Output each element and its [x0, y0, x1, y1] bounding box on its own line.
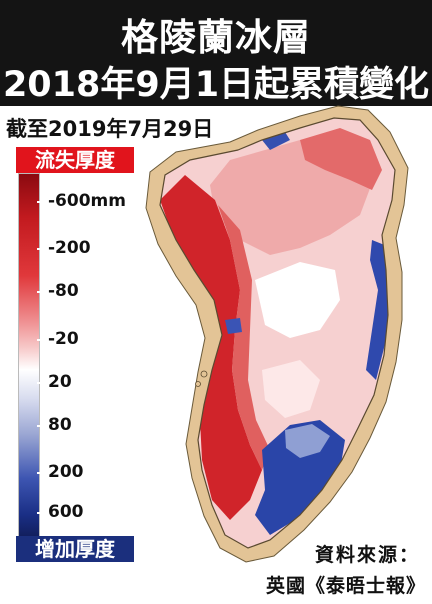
legend-tick-mark: [37, 425, 47, 428]
east-coast-gain: [366, 240, 392, 380]
legend-tick-label: -600mm: [48, 190, 126, 211]
legend-loss-label: 流失厚度: [16, 147, 134, 173]
legend-tick-mark: [37, 200, 47, 203]
legend-tick-label: 20: [48, 371, 72, 392]
island: [200, 370, 208, 378]
legend-tick-mark: [37, 248, 47, 251]
coast-outline: [159, 117, 396, 549]
island: [195, 381, 201, 387]
near-zero-zone: [255, 262, 340, 338]
legend-tick-mark: [37, 338, 47, 341]
west-coast-gain-spot: [225, 318, 242, 334]
legend-tick-mark: [37, 512, 47, 515]
legend-tick-mark: [37, 291, 47, 294]
north-coast-gain: [262, 132, 290, 150]
west-margin-medium-loss: [218, 205, 270, 470]
legend-tick-mark: [37, 381, 47, 384]
legend-gain-label: 增加厚度: [16, 536, 134, 562]
near-zero-zone-south: [262, 360, 320, 418]
legend-tick-label: -80: [48, 281, 79, 302]
title-line-1: 格陵蘭冰層: [121, 16, 311, 59]
northeast-loss: [300, 128, 382, 190]
source-label: 資料來源：: [314, 544, 420, 566]
title-line-2: 2018年9月1日起累積變化: [2, 65, 430, 105]
legend-tick-label: 600: [48, 502, 84, 523]
legend-color-bar: [18, 173, 40, 537]
southeast-gain-light: [285, 424, 330, 458]
legend-tick-mark: [37, 472, 47, 475]
date-subtitle: 截至2019年7月29日: [6, 117, 214, 141]
legend-tick-label: 200: [48, 462, 84, 483]
legend-tick-label: -200: [48, 238, 91, 259]
legend-tick-label: 80: [48, 415, 72, 436]
title-banner: 格陵蘭冰層 2018年9月1日起累積變化: [0, 0, 432, 106]
southeast-gain: [255, 420, 345, 535]
source-value: 英國《泰晤士報》: [265, 575, 426, 597]
legend-tick-label: -20: [48, 328, 79, 349]
